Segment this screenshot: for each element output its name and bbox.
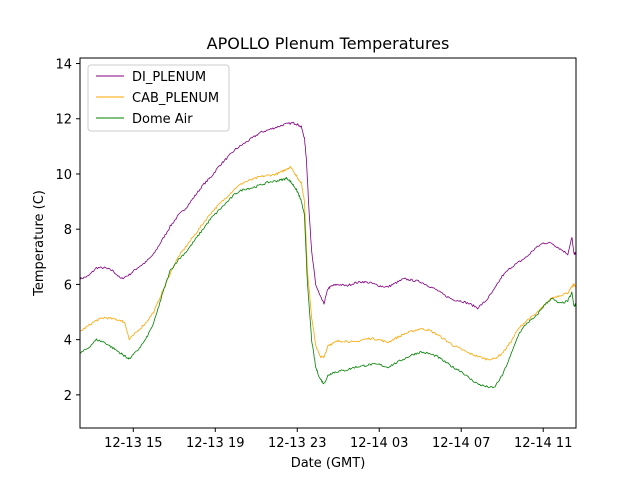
- x-tick-label: 12-14 03: [350, 436, 408, 451]
- y-tick-label: 2: [64, 389, 72, 404]
- x-tick-label: 12-14 11: [514, 436, 572, 451]
- series-line-cab-plenum: [79, 166, 577, 361]
- series-line-di-plenum: [79, 121, 577, 310]
- y-tick-label: 4: [64, 334, 72, 349]
- y-axis-ticks: 2 4 6 8 10 12 14: [55, 58, 80, 404]
- legend-label: DI_PLENUM: [132, 70, 206, 85]
- y-tick-label: 6: [64, 278, 72, 293]
- series-layer: [79, 121, 577, 389]
- legend-label: Dome Air: [132, 112, 193, 127]
- y-axis-title: Temperature (C): [32, 190, 47, 297]
- legend: DI_PLENUM CAB_PLENUM Dome Air: [87, 64, 230, 132]
- legend-label: CAB_PLENUM: [132, 91, 219, 106]
- x-axis-title: Date (GMT): [291, 456, 366, 471]
- x-tick-label: 12-13 23: [268, 436, 326, 451]
- x-axis-ticks: 12-13 15 12-13 19 12-13 23 12-14 03 12-14 07…: [104, 428, 572, 451]
- chart-title: APOLLO Plenum Temperatures: [207, 34, 450, 53]
- series-line-dome-air: [79, 176, 577, 389]
- x-tick-label: 12-14 07: [432, 436, 490, 451]
- x-tick-label: 12-13 19: [186, 436, 244, 451]
- y-tick-label: 10: [55, 168, 72, 183]
- y-tick-label: 14: [55, 58, 72, 73]
- y-tick-label: 12: [55, 113, 72, 128]
- y-tick-label: 8: [64, 223, 72, 238]
- legend-box: [87, 64, 230, 132]
- plot-frame: [79, 57, 577, 429]
- x-tick-label: 12-13 15: [104, 436, 162, 451]
